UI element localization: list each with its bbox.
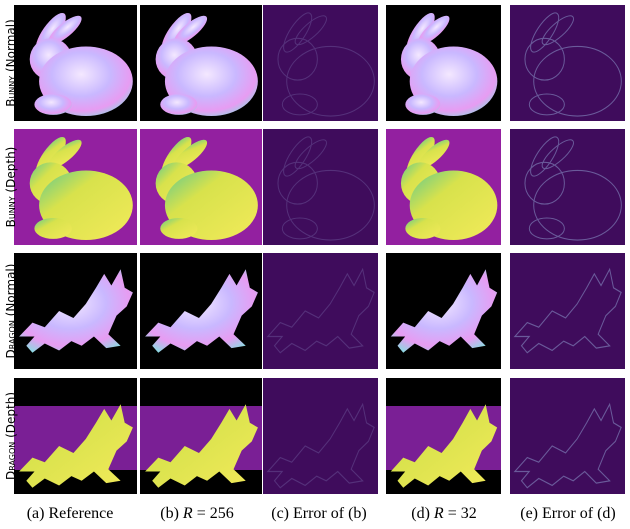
row-label: Dragon (Depth) [4,392,18,480]
image-panel [140,5,262,121]
caption-var: R [433,505,444,522]
caption-text: = 256 [197,505,234,522]
image-panel [510,129,625,245]
caption-text: = 32 [448,505,477,522]
image-panel [386,5,501,121]
image-panel [386,378,501,494]
row-label: Bunny (Depth) [4,147,18,228]
image-panel [263,5,378,121]
row-object: Dragon [4,320,18,358]
row-label: Dragon (Normal) [4,264,18,359]
panel-bg [263,129,378,245]
row-object: Bunny [4,196,18,227]
image-panel [14,129,137,245]
image-panel [140,253,262,369]
figure: Bunny (Normal)Bunny (Depth)Dragon (Norma… [0,0,630,529]
caption-label: (e) [520,505,538,522]
panel-bg [510,378,625,494]
caption: (e) Error of (d) [520,505,616,522]
image-panel [386,253,501,369]
caption: (a) Reference [27,505,114,522]
caption-label: (c) [271,505,289,522]
caption-text: Error of (b) [293,505,367,522]
image-panel [14,5,137,121]
row-object: Bunny [4,76,18,107]
row-label: Bunny (Normal) [4,19,18,107]
image-panel [14,378,137,494]
panel-bg [510,5,625,121]
panel-bg [263,378,378,494]
image-panel [263,253,378,369]
image-panel [263,129,378,245]
caption-text: Error of (d) [542,505,616,522]
caption: (b) R = 256 [160,505,233,522]
image-panel [510,5,625,121]
caption-label: (d) [411,505,430,522]
image-panel [510,378,625,494]
image-panel [510,253,625,369]
image-panel [140,129,262,245]
caption-var: R [182,505,193,522]
caption-label: (a) [27,505,45,522]
image-panel [263,378,378,494]
row-object: Dragon [4,442,18,480]
image-panel [386,129,501,245]
caption-text: Reference [48,505,113,522]
image-panel [140,378,262,494]
caption-label: (b) [160,505,179,522]
image-panel [14,253,137,369]
panel-bg [510,253,625,369]
caption: (d) R = 32 [411,505,476,522]
row-mode: (Normal) [4,264,18,317]
row-mode: (Depth) [4,147,18,193]
row-mode: (Normal) [4,19,18,72]
panel-bg [263,5,378,121]
panel-bg [263,253,378,369]
panel-bg [510,129,625,245]
caption: (c) Error of (b) [271,505,367,522]
row-mode: (Depth) [4,392,18,438]
